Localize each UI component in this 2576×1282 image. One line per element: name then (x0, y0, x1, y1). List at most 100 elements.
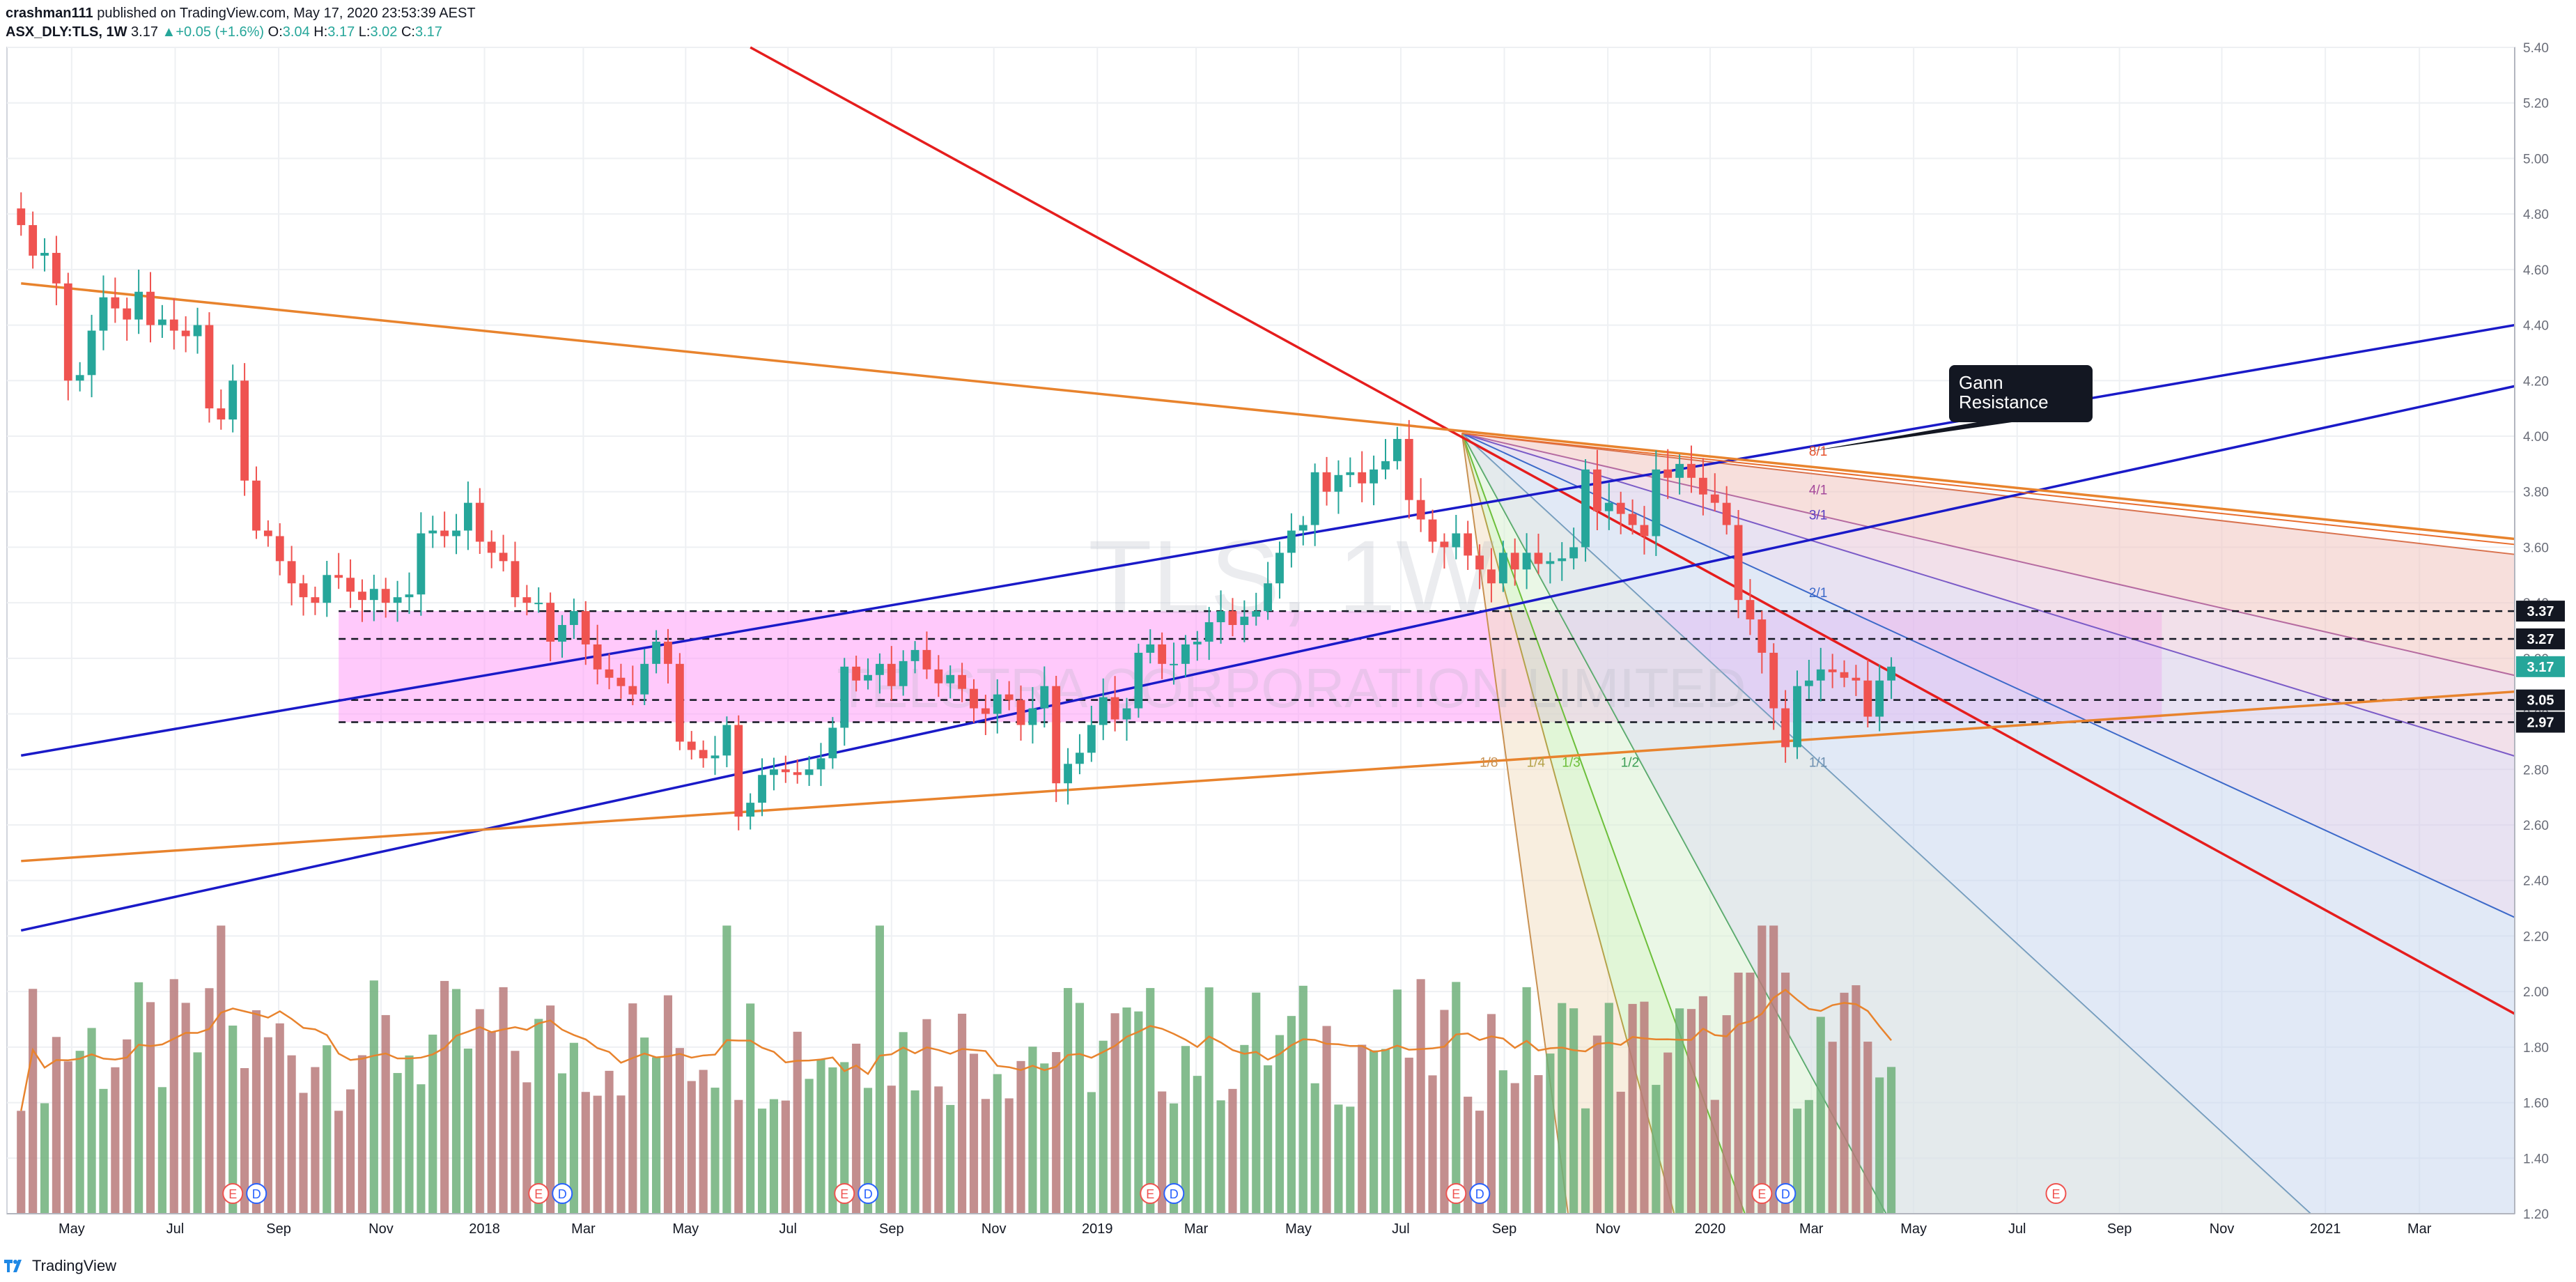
volume-bar (1698, 996, 1707, 1214)
candle-body (40, 252, 49, 256)
x-tick-label: May (59, 1221, 85, 1237)
earnings-icon[interactable] (1751, 1183, 1773, 1204)
earnings-icon[interactable] (1140, 1183, 1161, 1204)
earnings-icon[interactable] (222, 1183, 244, 1204)
candle-body (1452, 533, 1461, 548)
candle-body (993, 694, 1002, 714)
fan-label: 2/1 (1809, 586, 1827, 601)
volume-bar (1099, 1040, 1108, 1214)
candle-body (970, 688, 978, 709)
fan-line (1461, 433, 1675, 1214)
candle-body (181, 330, 190, 337)
candle-body (1428, 519, 1437, 542)
y-tick-label: 5.20 (2523, 97, 2549, 111)
candle-body (687, 741, 696, 750)
volume-bar (1875, 1077, 1884, 1214)
volume-bar (1310, 1083, 1319, 1214)
volume-bar (1240, 1044, 1249, 1214)
earnings-marker-label: E (534, 1187, 543, 1201)
candle-body (1440, 541, 1449, 548)
volume-bar (1792, 1109, 1802, 1214)
price-label-box (2516, 656, 2565, 677)
volume-bar (569, 1042, 578, 1214)
candle-body (1746, 600, 1755, 620)
candle-body (1663, 469, 1673, 478)
x-tick-label: Jul (1392, 1221, 1410, 1237)
volume-bar (1381, 1049, 1390, 1214)
volume-bar (417, 1084, 426, 1214)
trend-line-orange-bottom[interactable] (21, 690, 2515, 863)
earnings-icon[interactable] (528, 1183, 550, 1204)
volume-bar (1863, 1042, 1872, 1214)
y-tick-label: 4.00 (2523, 430, 2549, 445)
candle-body (864, 674, 872, 681)
candle-body (958, 674, 967, 689)
trend-line-orange-top[interactable] (21, 282, 2515, 541)
candle-body (205, 325, 214, 409)
candle-body (452, 530, 460, 536)
trend-line-blue-1[interactable] (20, 323, 2515, 757)
dividend-icon[interactable] (246, 1183, 267, 1204)
candle-body (1640, 525, 1649, 536)
candle-body (169, 319, 178, 331)
candle-body (946, 674, 955, 684)
volume-bar (593, 1095, 602, 1214)
axes[interactable]: 5.40 5.20 5.00 4.80 4.60 4.40 4.20 4.00 3.80 3.60… (7, 41, 2565, 1237)
earnings-marker-label: D (1475, 1187, 1484, 1201)
volume-bar (75, 1051, 84, 1214)
candle-body (29, 225, 38, 256)
x-tick-label: Sep (2107, 1221, 2132, 1237)
earnings-icon[interactable] (2045, 1183, 2067, 1204)
earnings-marker-label: E (840, 1187, 848, 1201)
volume-bar (734, 1099, 743, 1214)
volume-bar (1592, 1035, 1602, 1214)
volume-bar (1510, 1083, 1519, 1214)
x-tick-label: Nov (2210, 1221, 2235, 1237)
candle-body (593, 644, 602, 670)
volume-bar (251, 1010, 261, 1214)
dividend-icon[interactable] (1775, 1183, 1797, 1204)
volume-bar (17, 1111, 26, 1214)
candle-body (1004, 694, 1014, 700)
candle-body (393, 597, 402, 603)
earnings-icon[interactable] (834, 1183, 855, 1204)
candle-body (263, 530, 272, 536)
volume-bar (1440, 1010, 1449, 1214)
volume-bar (863, 1088, 873, 1214)
candle-body (922, 649, 931, 670)
candle-body (405, 594, 414, 598)
x-tick-label: May (1900, 1221, 1927, 1237)
callout-box (1949, 365, 2093, 422)
volume-bar (1004, 1098, 1014, 1214)
dividend-icon[interactable] (1163, 1183, 1185, 1204)
dividend-icon[interactable] (1469, 1183, 1491, 1204)
volume-bar (1640, 1001, 1649, 1214)
volume-bar (29, 989, 38, 1214)
candle-body (146, 291, 155, 325)
dividend-icon[interactable] (552, 1183, 573, 1204)
candle-body (1310, 472, 1319, 525)
volume-bars (17, 925, 1896, 1214)
candle-body (1158, 644, 1167, 664)
symbol-label[interactable]: ASX_DLY:TLS, 1W (6, 24, 127, 40)
footer-brand[interactable]: TradingView (32, 1257, 117, 1274)
x-tick-label: May (672, 1221, 699, 1237)
earnings-marker-label: D (1781, 1187, 1790, 1201)
low-value: 3.02 (370, 24, 398, 40)
volume-bar (1616, 1091, 1625, 1214)
trend-line-blue-2[interactable] (20, 385, 2515, 932)
volume-bar (1122, 1007, 1131, 1214)
candle-body (1710, 494, 1719, 503)
earnings-marker-label: E (1146, 1187, 1154, 1201)
y-tick-label: 1.40 (2523, 1152, 2549, 1166)
dividend-icon[interactable] (858, 1183, 879, 1204)
earnings-icon[interactable] (1445, 1183, 1467, 1204)
volume-bar (1569, 1008, 1578, 1214)
open-value: 3.04 (282, 24, 310, 40)
x-tick-label: 2019 (1082, 1221, 1113, 1237)
author-name[interactable]: crashman111 (6, 6, 93, 21)
x-tick-label: Mar (2407, 1221, 2432, 1237)
